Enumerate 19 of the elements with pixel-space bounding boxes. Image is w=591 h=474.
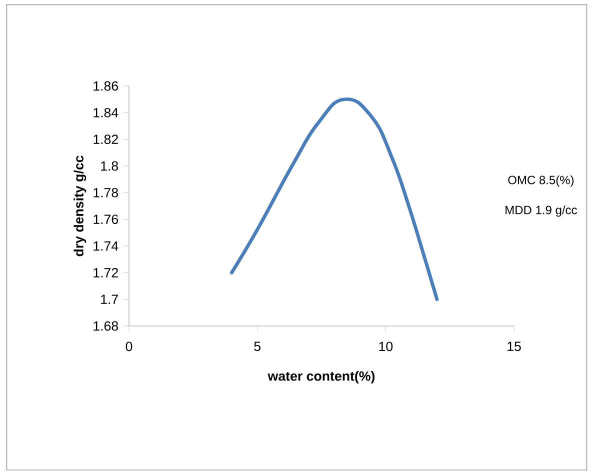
y-tick-label: 1.68 (94, 321, 118, 331)
annotation: MDD 1.9 g/cc (506, 205, 577, 217)
y-tick-label: 1.7 (101, 294, 118, 304)
y-tick-label: 1.76 (94, 214, 118, 224)
y-tick-label: 1.86 (94, 81, 118, 91)
y-tick-label: 1.72 (94, 268, 118, 278)
x-tick-label: 5 (254, 342, 260, 352)
x-tick-label: 0 (126, 342, 132, 352)
x-axis-title: water content(%) (268, 370, 375, 384)
line-series (230, 97, 439, 302)
y-tick-label: 1.8 (101, 161, 118, 171)
annotation: OMC 8.5(%) (508, 175, 574, 187)
y-axis-title: dry density g/cc (74, 156, 86, 256)
y-tick-label: 1.74 (94, 241, 118, 251)
x-tick-label: 10 (379, 342, 393, 352)
x-tick-label: 15 (508, 342, 521, 352)
y-tick-label: 1.82 (94, 134, 118, 144)
y-tick-label: 1.78 (94, 188, 118, 198)
y-tick-label: 1.84 (94, 108, 118, 118)
